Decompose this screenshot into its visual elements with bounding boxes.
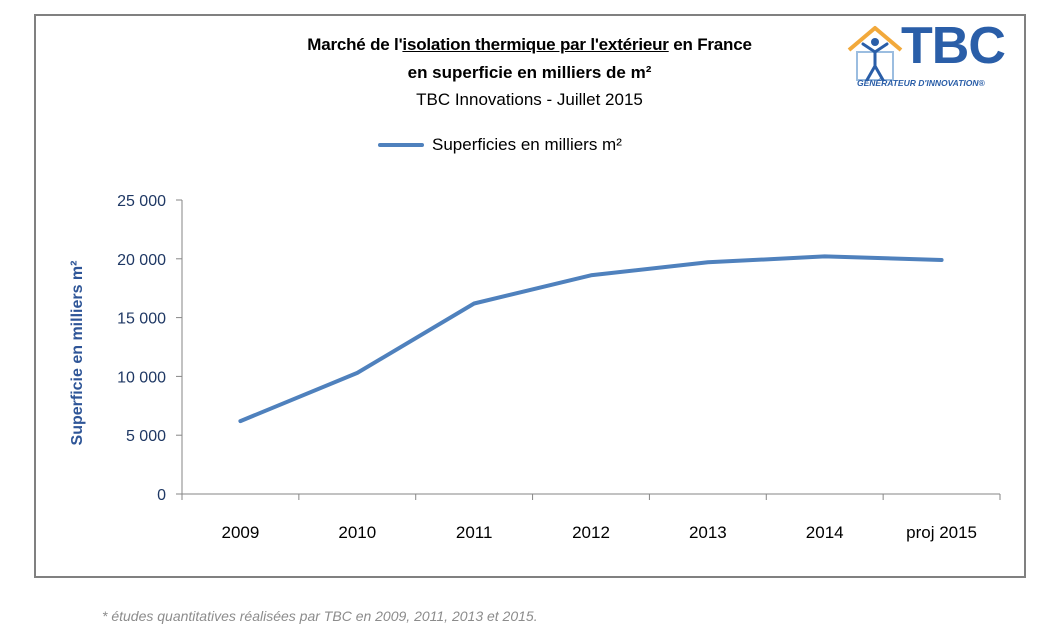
title-line1-pre: Marché de l': [307, 35, 403, 54]
legend-label: Superficies en milliers m²: [432, 135, 622, 154]
title-line1-post: en France: [668, 35, 752, 54]
y-tick-label: 5 000: [126, 428, 166, 445]
y-tick-label: 20 000: [117, 252, 166, 269]
title-line1-underlined: isolation thermique par l'extérieur: [402, 35, 669, 54]
y-axis-title: Superficie en milliers m²: [69, 261, 86, 446]
x-tick-label: 2009: [222, 523, 260, 542]
y-tick-label: 0: [157, 487, 166, 504]
x-tick-label: 2010: [338, 523, 376, 542]
footnote: * études quantitatives réalisées par TBC…: [102, 608, 538, 624]
legend: Superficies en milliers m²: [378, 134, 622, 156]
y-tick-label: 10 000: [117, 369, 166, 386]
x-tick-label: 2014: [806, 523, 844, 542]
x-tick-label: 2011: [456, 523, 493, 542]
y-tick-labels: 0 5 000 10 000 15 000 20 000 25 000: [117, 193, 166, 504]
x-tick-label: 2013: [689, 523, 727, 542]
axes: [176, 199, 1001, 500]
x-tick-label: 2012: [572, 523, 610, 542]
logo-text: TBC: [901, 17, 1006, 75]
logo-subtitle: GÉNÉRATEUR D'INNOVATION®: [857, 78, 985, 88]
logo-house-icon: [847, 26, 903, 82]
chart-subtitle: TBC Innovations - Juillet 2015: [416, 90, 643, 109]
chart-title-line-2: en superficie en milliers de m²: [407, 63, 652, 82]
chart-title-line-1: Marché de l'isolation thermique par l'ex…: [0, 35, 1059, 55]
legend-swatch: [378, 143, 424, 147]
y-tick-label: 15 000: [117, 311, 166, 328]
chart-frame: [34, 14, 1026, 578]
x-tick-labels: 2009 2010 2011 2012 2013 2014 proj 2015: [222, 523, 978, 542]
y-tick-label: 25 000: [117, 193, 166, 210]
tbc-logo: TBC GÉNÉRATEUR D'INNOVATION®: [845, 17, 1020, 94]
x-tick-label: proj 2015: [906, 523, 977, 542]
series-line: [238, 254, 944, 424]
